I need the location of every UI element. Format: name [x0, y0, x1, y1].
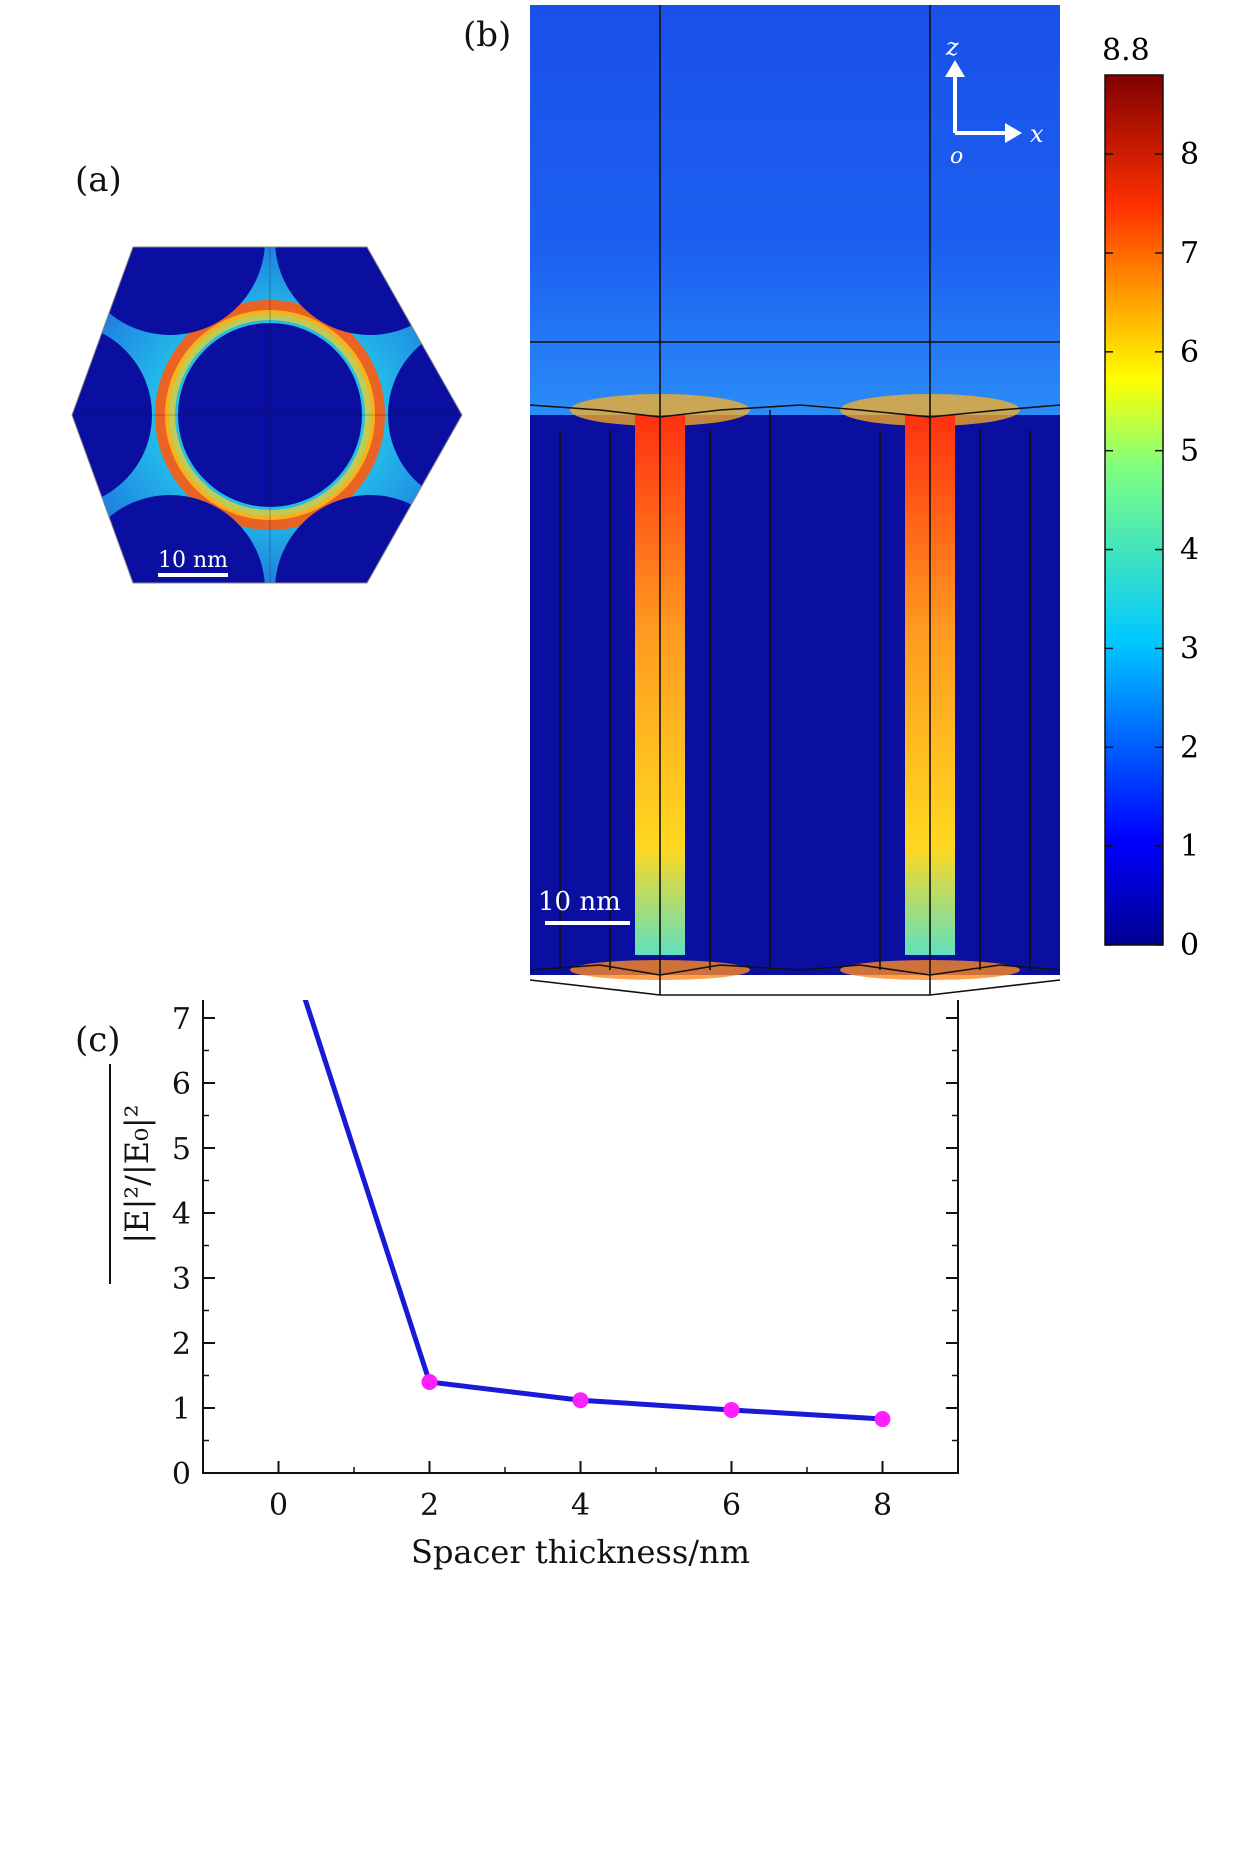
x-tick-label: 4: [571, 1488, 590, 1523]
colorbar-tick-label: 1: [1180, 829, 1199, 864]
colorbar: 8.8 0 1 2 3 4 5 6 7 8: [1102, 33, 1199, 963]
y-tick-label: 7: [172, 1002, 191, 1037]
colorbar-tick-label: 8: [1180, 137, 1199, 172]
data-point: [572, 1392, 589, 1409]
y-tick-label: 2: [172, 1327, 191, 1362]
x-tick-label: 8: [873, 1488, 892, 1523]
colorbar-tick-label: 2: [1180, 730, 1199, 765]
scalebar-label-b: 10 nm: [538, 887, 621, 917]
y-tick-label: 1: [172, 1392, 191, 1427]
data-point: [723, 1401, 740, 1418]
y-axis-title: |E|²/|E₀|²: [118, 1104, 156, 1243]
x-tick-label: 6: [722, 1488, 741, 1523]
data-point: [421, 1374, 438, 1390]
y-tick-label: 6: [172, 1067, 191, 1102]
colorbar-tick-label: 3: [1180, 631, 1199, 666]
axis-label-x: x: [1030, 120, 1044, 148]
y-tick-label: 5: [172, 1132, 191, 1167]
axis-label-z: z: [945, 33, 959, 61]
panel-label-a: (a): [75, 160, 122, 200]
y-tick-label: 3: [172, 1262, 191, 1297]
colorbar-tick-label: 6: [1180, 335, 1199, 370]
panel-label-b: (b): [463, 15, 512, 55]
x-tick-label: 0: [269, 1488, 288, 1523]
colorbar-max-label: 8.8: [1102, 33, 1150, 68]
scalebar-label-a: 10 nm: [158, 548, 228, 573]
coordinate-axes-icon: [945, 60, 1022, 143]
data-point: [874, 1411, 891, 1428]
y-tick-label: 4: [172, 1197, 191, 1232]
colorbar-tick-label: 0: [1180, 928, 1199, 963]
colorbar-tick-label: 5: [1180, 434, 1199, 469]
series-line: [302, 1000, 883, 1422]
field-map-hexagon: 10 nm: [71, 246, 463, 584]
panel-label-c: (c): [75, 1020, 121, 1060]
colorbar-tick-label: 7: [1180, 236, 1199, 271]
x-tick-label: 2: [420, 1488, 439, 1523]
y-tick-label: 0: [172, 1457, 191, 1492]
field-map-cross-section: z x o 10 nm: [530, 5, 1061, 996]
colorbar-tick-label: 4: [1180, 533, 1199, 568]
axis-label-o: o: [950, 144, 963, 169]
x-axis-title: Spacer thickness/nm: [411, 1533, 750, 1571]
